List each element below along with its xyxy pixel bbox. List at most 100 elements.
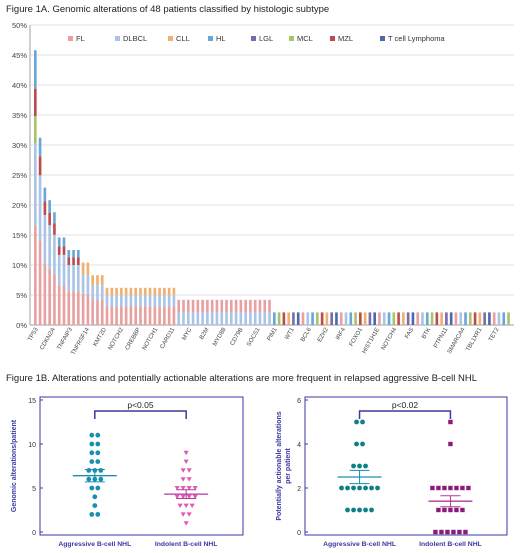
bar-segment xyxy=(459,312,463,325)
bar-segment xyxy=(273,312,276,325)
data-point xyxy=(436,485,441,491)
bar-segment xyxy=(86,262,90,276)
y-tick-label: 6 xyxy=(297,398,301,405)
bar-segment xyxy=(48,212,51,226)
bar-segment xyxy=(67,257,71,265)
data-point xyxy=(457,529,462,535)
x-tick-label: HIST1H1E xyxy=(362,327,382,355)
bar-segment xyxy=(167,287,171,296)
y-tick-label: 40% xyxy=(12,81,27,90)
bar-segment xyxy=(206,299,209,313)
data-point xyxy=(95,459,101,464)
bar-segment xyxy=(416,312,420,325)
bar-segment xyxy=(115,287,118,296)
x-tick-label: CDKN2A xyxy=(39,327,56,351)
bar-segment xyxy=(225,312,228,325)
data-point xyxy=(183,521,189,526)
bar-segment xyxy=(191,312,195,325)
data-point xyxy=(436,507,441,513)
x-tick-label: MYC xyxy=(182,326,194,341)
bar-segment xyxy=(72,250,75,258)
bar-segment xyxy=(48,268,51,325)
bar-segment xyxy=(158,295,161,307)
bar-segment xyxy=(100,275,104,286)
bar-segment xyxy=(507,312,510,325)
bar-segment xyxy=(378,312,381,325)
data-point xyxy=(92,494,98,500)
bar-segment xyxy=(397,312,400,325)
data-point xyxy=(363,463,368,469)
x-tick-label: TNFRSF14 xyxy=(71,326,92,356)
bar-segment xyxy=(148,295,152,307)
bar-segment xyxy=(335,312,338,325)
bar-segment xyxy=(38,156,42,176)
bar-segment xyxy=(215,299,219,313)
bar-segment xyxy=(96,300,99,325)
bar-segment xyxy=(359,312,362,325)
x-tick-label: TET2 xyxy=(488,326,501,342)
data-point xyxy=(95,450,101,456)
bar-segment xyxy=(402,312,405,325)
data-point xyxy=(89,485,95,491)
bar-segment xyxy=(124,295,128,307)
bar-segment xyxy=(43,263,47,325)
bar-segment xyxy=(449,312,453,325)
bar-segment xyxy=(191,299,195,313)
data-point xyxy=(454,485,459,491)
bar-segment xyxy=(53,274,56,325)
bar-segment xyxy=(296,312,300,325)
bar-segment xyxy=(196,312,200,325)
x-tick-label: B2M xyxy=(199,327,210,341)
bar-segment xyxy=(210,312,214,325)
data-point xyxy=(180,477,186,482)
bar-segment xyxy=(100,300,104,325)
data-point xyxy=(95,512,101,517)
data-point xyxy=(92,503,98,508)
bar-segment xyxy=(134,287,138,296)
bar-segment xyxy=(421,312,424,325)
y-tick-label: 25% xyxy=(12,171,27,180)
bar-segment xyxy=(91,275,94,286)
y-axis-label: Potentially actionable alterations xyxy=(276,411,283,520)
bar-segment xyxy=(210,299,214,313)
bar-segment xyxy=(77,265,80,292)
legend-swatch xyxy=(68,36,73,41)
x-tick-label: FOXO1 xyxy=(349,326,365,347)
data-point xyxy=(357,507,362,513)
data-point xyxy=(95,485,101,491)
y-tick-label: 45% xyxy=(12,51,27,60)
bar-segment xyxy=(287,312,290,325)
bar-segment xyxy=(158,306,161,325)
bar-segment xyxy=(34,226,37,325)
bar-segment xyxy=(339,312,343,325)
x-tick-label: CREBBP xyxy=(125,327,143,351)
bar-segment xyxy=(234,299,238,313)
data-point xyxy=(357,463,362,469)
data-point xyxy=(360,419,365,425)
bar-segment xyxy=(387,312,391,325)
x-tick-label: CARD11 xyxy=(159,326,176,350)
bar-segment xyxy=(258,299,262,313)
x-tick-label: PIM1 xyxy=(267,326,280,342)
data-point xyxy=(95,432,101,438)
bar-segment xyxy=(172,295,176,307)
significance-bracket xyxy=(358,410,452,419)
y-axis-label: Genomic alterations/patient xyxy=(11,419,18,512)
bar-segment xyxy=(186,299,190,313)
data-point xyxy=(98,476,104,482)
y-tick-label: 4 xyxy=(297,442,301,449)
bar-segment xyxy=(57,237,61,247)
plot-frame xyxy=(304,396,508,536)
legend-label: DLBCL xyxy=(123,34,147,43)
bar-segment xyxy=(488,312,491,325)
bar-segment xyxy=(163,287,166,296)
y-tick-label: 5 xyxy=(32,486,36,493)
bar-segment xyxy=(72,257,75,265)
y-tick-label: 30% xyxy=(12,141,27,150)
bar-segment xyxy=(43,201,47,216)
bar-segment xyxy=(478,312,482,325)
y-axis-label: per patient xyxy=(285,447,292,483)
bar-segment xyxy=(373,312,377,325)
bar-segment xyxy=(229,299,233,313)
bar-segment xyxy=(234,312,238,325)
